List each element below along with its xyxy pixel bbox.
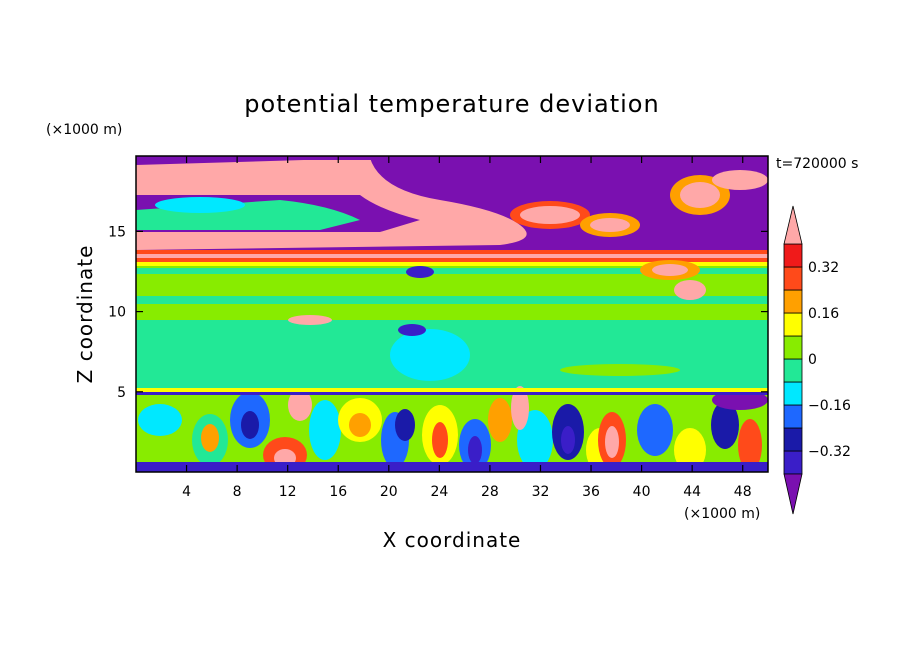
x-tick-label: 32: [532, 484, 550, 500]
y-axis: 5 10 15: [108, 224, 768, 401]
x-tick-label: 40: [633, 484, 651, 500]
y-tick-label: 15: [108, 224, 126, 240]
y-unit-label: (×1000 m): [46, 122, 122, 138]
colorbar-swatch: [783, 266, 803, 291]
x-axis: 4 8 12 16 20 24 28 32 36 40 44 48: [182, 156, 752, 500]
y-tick-label: 10: [108, 305, 126, 321]
x-axis-label: X coordinate: [383, 528, 522, 552]
colorbar-extend-min: [783, 473, 803, 515]
x-tick-label: 4: [182, 484, 191, 500]
colorbar-tick-label: 0.16: [808, 306, 839, 322]
colorbar-tick-label: −0.16: [808, 398, 851, 414]
colorbar-tick-label: 0: [808, 352, 817, 368]
x-tick-label: 36: [582, 484, 600, 500]
colorbar-swatch: [783, 289, 803, 314]
colorbar-extend-max: [783, 205, 803, 245]
x-tick-label: 28: [481, 484, 499, 500]
colorbar-swatch: [783, 381, 803, 406]
chart-title: potential temperature deviation: [244, 90, 659, 118]
x-tick-label: 20: [380, 484, 398, 500]
colorbar-swatch: [783, 312, 803, 337]
colorbar-tick-label: −0.32: [808, 444, 851, 460]
colorbar: 0.32 0.16 0 −0.16 −0.32: [783, 205, 851, 515]
middle-layer: [136, 262, 768, 381]
plot-area: [136, 156, 768, 472]
colorbar-swatch: [783, 335, 803, 360]
x-unit-label: (×1000 m): [684, 506, 760, 522]
x-tick-label: 16: [329, 484, 347, 500]
colorbar-swatch: [783, 243, 803, 268]
colorbar-swatch: [783, 450, 803, 475]
x-tick-label: 48: [734, 484, 752, 500]
x-tick-label: 12: [279, 484, 297, 500]
colorbar-swatch: [783, 358, 803, 383]
x-tick-label: 24: [430, 484, 448, 500]
lower-boundary-layer: [136, 386, 768, 472]
colorbar-tick-label: 0.32: [808, 260, 839, 276]
upper-layer: [136, 156, 768, 300]
colorbar-swatch: [783, 404, 803, 429]
y-tick-label: 5: [117, 385, 126, 401]
inversion-band-5km: [136, 388, 768, 394]
colorbar-swatch: [783, 427, 803, 452]
x-tick-label: 8: [233, 484, 242, 500]
plot-frame: [135, 155, 769, 473]
time-label: t=720000 s: [776, 156, 858, 172]
x-tick-label: 44: [683, 484, 701, 500]
y-axis-label: Z coordinate: [73, 245, 97, 384]
